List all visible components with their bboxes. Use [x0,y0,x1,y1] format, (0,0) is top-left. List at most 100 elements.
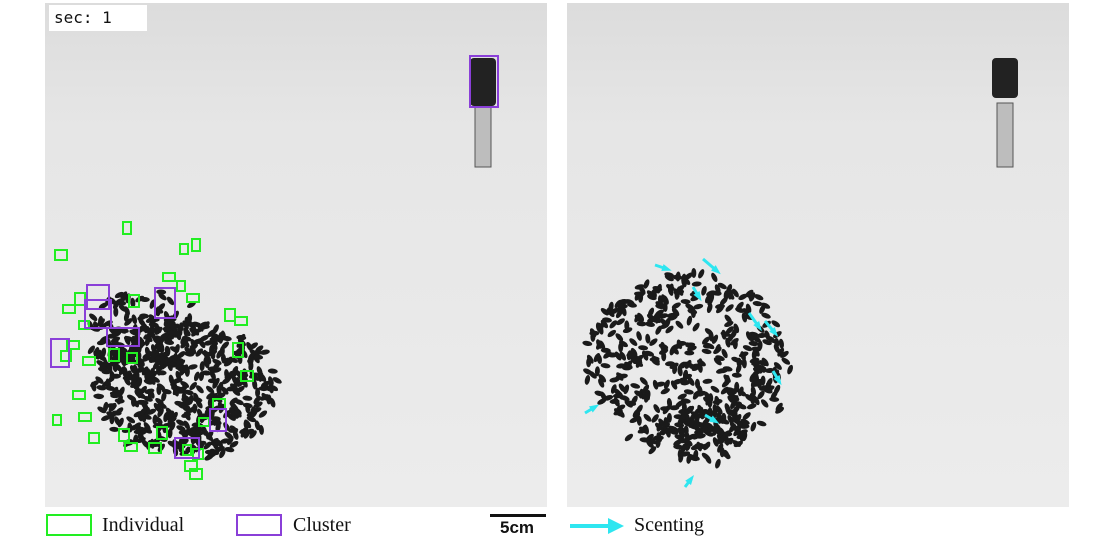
bee [675,271,681,282]
bee [138,399,149,406]
bee [230,403,239,411]
bee [127,394,137,402]
bee [95,349,102,360]
bee [131,375,137,385]
bee [258,424,264,435]
bee [684,272,693,280]
bee [716,413,722,424]
bee [207,378,218,384]
bee [183,420,191,430]
bee [195,385,204,394]
bee [752,301,763,307]
bee [741,312,748,323]
bee [663,379,670,390]
bee [626,400,637,406]
bee [189,381,197,391]
bee [229,440,239,448]
bee [741,358,747,369]
bee [702,378,713,384]
bee [145,316,156,323]
bee [609,398,620,404]
bee [669,345,676,356]
bee [144,388,155,395]
bee [769,396,780,402]
bee [259,349,270,355]
bee [153,402,161,412]
bee [189,345,197,355]
arena-background [567,3,1069,507]
timer-label: sec: 1 [49,5,147,31]
individual-box [128,294,140,308]
bee [180,429,188,439]
bee [212,324,219,334]
bee [98,302,108,309]
bee [176,425,186,432]
cluster-box [174,437,200,459]
bee [192,397,203,403]
bee [608,301,614,312]
bee [687,453,697,461]
bee [198,321,208,329]
bee [607,329,617,338]
bee [178,322,184,333]
bee [649,338,658,346]
bee [609,377,620,383]
timer-prefix: sec: [54,8,93,27]
bee [272,377,282,384]
bee [109,414,115,425]
bee [98,315,104,326]
bee [154,416,163,424]
bee [737,389,747,397]
bee [647,317,657,323]
bee [118,305,128,312]
bee [616,363,627,369]
bee [751,349,757,360]
bee [172,377,183,384]
bee [124,318,133,326]
bee [212,358,222,366]
bee [665,325,674,334]
individual-box [62,304,76,314]
bee [181,392,187,403]
bee [696,441,703,452]
bee [680,380,691,386]
bee [655,309,664,317]
bee [645,333,651,344]
bee [616,404,626,411]
bee [759,304,766,314]
bee [740,418,750,425]
bee [183,389,194,396]
bee [760,375,766,386]
bee [144,346,151,357]
bee [108,403,117,412]
bee [132,422,142,430]
bee [771,320,781,328]
bee [701,285,707,296]
individual-legend-swatch [46,514,92,536]
bee [685,414,691,425]
bee [702,422,713,428]
bee [671,302,681,309]
bee [219,449,226,459]
bee [692,432,702,440]
bee [164,345,170,356]
bee [719,434,726,445]
bee [108,360,118,367]
bee [724,314,732,323]
bee [735,419,743,428]
individual-box [82,356,96,366]
bee [126,416,136,424]
bee [693,303,704,310]
individual-box [224,308,236,322]
bee [594,366,600,377]
bee [680,409,686,420]
bee [180,340,189,349]
bee [205,432,214,442]
bee [635,358,643,368]
bee [778,338,784,349]
bee [729,387,740,394]
bee [754,294,764,301]
bee [96,339,107,346]
bee [639,426,648,434]
bee [752,335,761,343]
